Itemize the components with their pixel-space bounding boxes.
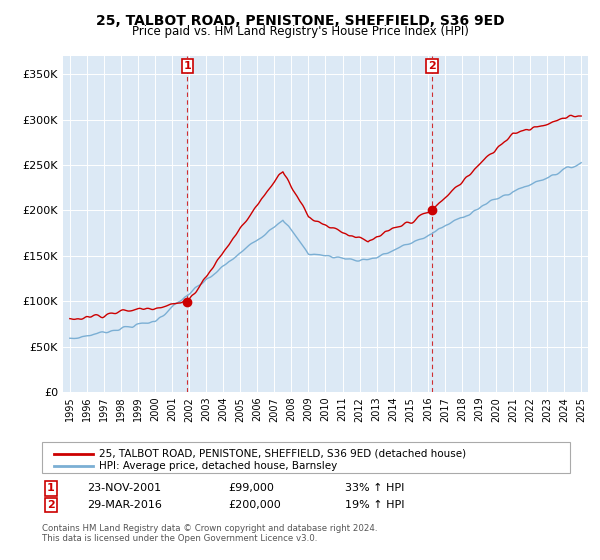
Text: 33% ↑ HPI: 33% ↑ HPI	[345, 483, 404, 493]
Text: 23-NOV-2001: 23-NOV-2001	[87, 483, 161, 493]
Text: Contains HM Land Registry data © Crown copyright and database right 2024.: Contains HM Land Registry data © Crown c…	[42, 524, 377, 533]
Text: HPI: Average price, detached house, Barnsley: HPI: Average price, detached house, Barn…	[99, 461, 337, 471]
Text: Price paid vs. HM Land Registry's House Price Index (HPI): Price paid vs. HM Land Registry's House …	[131, 25, 469, 38]
Text: 19% ↑ HPI: 19% ↑ HPI	[345, 500, 404, 510]
Text: This data is licensed under the Open Government Licence v3.0.: This data is licensed under the Open Gov…	[42, 534, 317, 543]
Text: £99,000: £99,000	[228, 483, 274, 493]
Text: 1: 1	[47, 483, 55, 493]
Text: 29-MAR-2016: 29-MAR-2016	[87, 500, 162, 510]
Text: 25, TALBOT ROAD, PENISTONE, SHEFFIELD, S36 9ED: 25, TALBOT ROAD, PENISTONE, SHEFFIELD, S…	[95, 14, 505, 28]
Text: 1: 1	[184, 61, 191, 71]
Text: 25, TALBOT ROAD, PENISTONE, SHEFFIELD, S36 9ED (detached house): 25, TALBOT ROAD, PENISTONE, SHEFFIELD, S…	[99, 449, 466, 459]
Text: 2: 2	[428, 61, 436, 71]
Text: £200,000: £200,000	[228, 500, 281, 510]
Text: 2: 2	[47, 500, 55, 510]
